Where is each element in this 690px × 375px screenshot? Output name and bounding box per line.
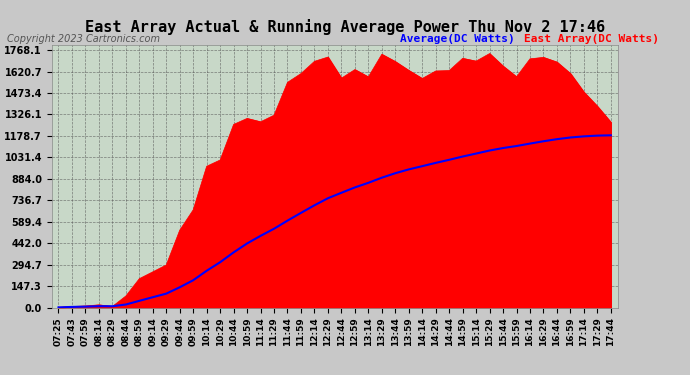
Text: Copyright 2023 Cartronics.com: Copyright 2023 Cartronics.com [7, 34, 160, 44]
Text: East Array(DC Watts): East Array(DC Watts) [524, 34, 660, 44]
Text: East Array Actual & Running Average Power Thu Nov 2 17:46: East Array Actual & Running Average Powe… [85, 19, 605, 35]
Text: Average(DC Watts): Average(DC Watts) [400, 34, 515, 44]
